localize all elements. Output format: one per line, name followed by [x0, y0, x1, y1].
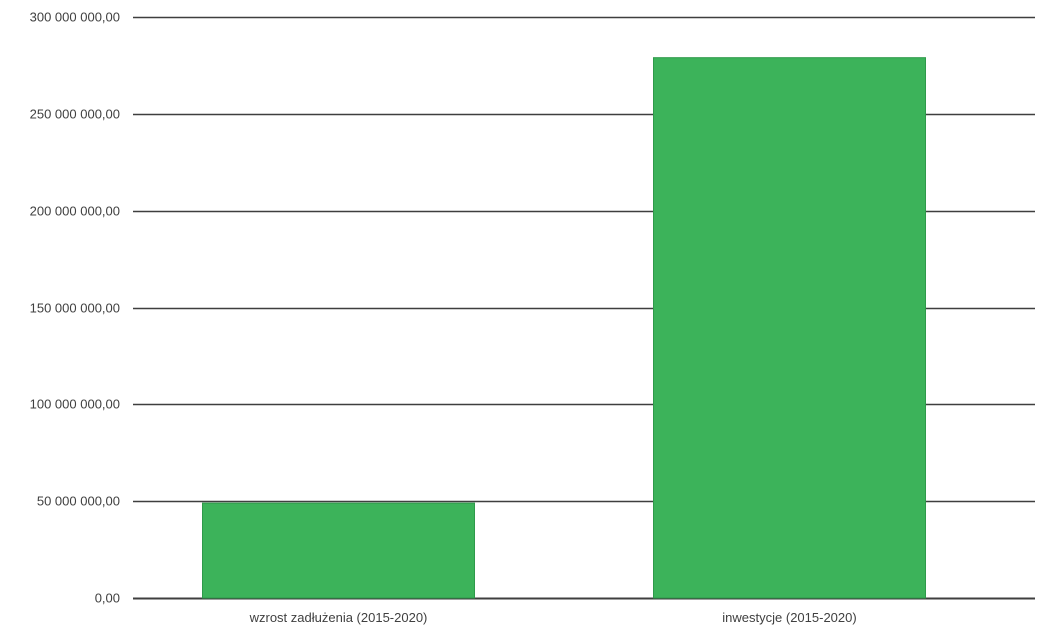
y-tick-label: 50 000 000,00 — [37, 494, 120, 509]
y-tick-label: 100 000 000,00 — [30, 397, 120, 412]
bar — [202, 502, 475, 599]
y-tick-label: 150 000 000,00 — [30, 301, 120, 316]
y-axis-tick-labels: 0,00 50 000 000,00 100 000 000,00 150 000 0… — [30, 10, 120, 606]
y-tick-label: 250 000 000,00 — [30, 107, 120, 122]
x-category-label: inwestycje (2015-2020) — [722, 610, 856, 625]
bars — [202, 57, 926, 599]
x-category-label: wzrost zadłużenia (2015-2020) — [249, 610, 428, 625]
y-tick-label: 300 000 000,00 — [30, 10, 120, 25]
y-tick-label: 0,00 — [95, 591, 120, 606]
y-tick-label: 200 000 000,00 — [30, 204, 120, 219]
bar — [653, 57, 926, 599]
x-axis-category-labels: wzrost zadłużenia (2015-2020) inwestycje … — [249, 610, 857, 625]
